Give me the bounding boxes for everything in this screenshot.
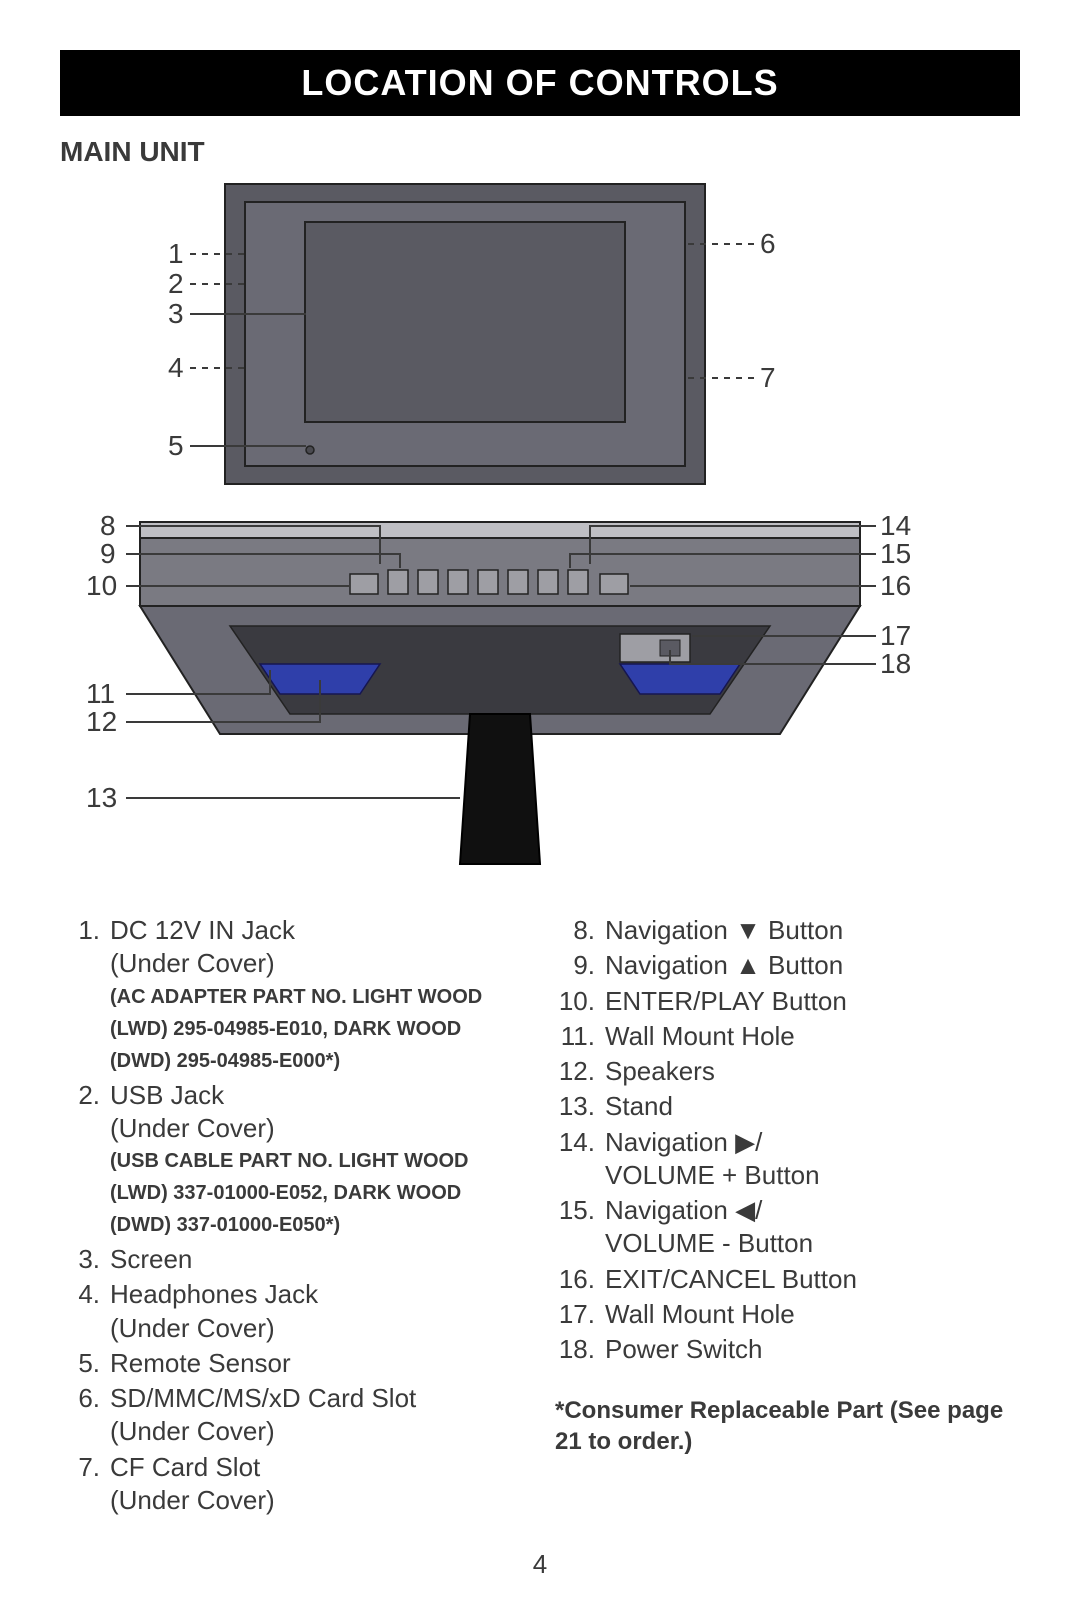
legend-text: ENTER/PLAY Button: [605, 986, 847, 1016]
legend-text: EXIT/CANCEL Button: [605, 1264, 857, 1294]
callout-7: 7: [760, 364, 776, 392]
legend-item-3: 3. Screen: [60, 1243, 525, 1276]
legend-num: 16.: [555, 1263, 605, 1296]
callout-13: 13: [86, 784, 117, 812]
legend-num: 3.: [60, 1243, 110, 1276]
legend-text: Speakers: [605, 1056, 715, 1086]
legend-left-column: 1. DC 12V IN Jack (Under Cover) (AC ADAP…: [60, 914, 525, 1519]
legend-text: SD/MMC/MS/xD Card Slot: [110, 1383, 416, 1413]
legend-item-17: 17. Wall Mount Hole: [555, 1298, 1020, 1331]
legend-note: (USB CABLE PART NO. LIGHT WOOD (LWD) 337…: [110, 1145, 525, 1241]
legend-sub: (Under Cover): [110, 1113, 275, 1143]
legend-num: 9.: [555, 949, 605, 982]
legend-text-post: /: [755, 1127, 762, 1157]
legend-item-14: 14. Navigation ▶/VOLUME + Button: [555, 1126, 1020, 1193]
callout-14: 14: [880, 512, 911, 540]
right-triangle-icon: ▶: [735, 1127, 755, 1157]
page-number: 4: [60, 1549, 1020, 1580]
legend-num: 4.: [60, 1278, 110, 1345]
legend-item-6: 6. SD/MMC/MS/xD Card Slot (Under Cover): [60, 1382, 525, 1449]
callout-16: 16: [880, 572, 911, 600]
legend-text-line2: VOLUME - Button: [605, 1228, 813, 1258]
legend-item-10: 10. ENTER/PLAY Button: [555, 985, 1020, 1018]
legend-num: 11.: [555, 1020, 605, 1053]
legend-num: 17.: [555, 1298, 605, 1331]
legend-num: 1.: [60, 914, 110, 1077]
legend-num: 14.: [555, 1126, 605, 1193]
legend-item-2: 2. USB Jack (Under Cover) (USB CABLE PAR…: [60, 1079, 525, 1242]
legend-text: Stand: [605, 1091, 673, 1121]
legend-num: 8.: [555, 914, 605, 947]
legend-num: 2.: [60, 1079, 110, 1242]
legend-text-pre: Navigation: [605, 950, 735, 980]
legend-sub: (Under Cover): [110, 1485, 275, 1515]
legend-text-post: Button: [761, 950, 843, 980]
legend-num: 6.: [60, 1382, 110, 1449]
legend-right-column: 8. Navigation ▼ Button 9. Navigation ▲ B…: [555, 914, 1020, 1519]
legend-num: 13.: [555, 1090, 605, 1123]
legend-item-9: 9. Navigation ▲ Button: [555, 949, 1020, 982]
legend-text: CF Card Slot: [110, 1452, 260, 1482]
legend-text: DC 12V IN Jack: [110, 915, 295, 945]
legend-num: 7.: [60, 1451, 110, 1518]
legend-text-pre: Navigation: [605, 1127, 735, 1157]
callout-8: 8: [100, 512, 116, 540]
callout-18: 18: [880, 650, 911, 678]
up-triangle-icon: ▲: [735, 950, 761, 980]
footnote: *Consumer Replaceable Part (See page 21 …: [555, 1396, 1020, 1457]
legend-text: Headphones Jack: [110, 1279, 318, 1309]
callout-3: 3: [168, 300, 184, 328]
callout-5: 5: [168, 432, 184, 460]
down-triangle-icon: ▼: [735, 915, 761, 945]
legend-num: 5.: [60, 1347, 110, 1380]
legend-item-18: 18. Power Switch: [555, 1333, 1020, 1366]
legend-text-post: /: [755, 1195, 762, 1225]
legend-text: Power Switch: [605, 1334, 763, 1364]
legend-sub: (Under Cover): [110, 948, 275, 978]
legend-item-8: 8. Navigation ▼ Button: [555, 914, 1020, 947]
legend-note: (AC ADAPTER PART NO. LIGHT WOOD (LWD) 29…: [110, 981, 525, 1077]
left-triangle-icon: ◀: [735, 1195, 755, 1225]
legend-item-13: 13. Stand: [555, 1090, 1020, 1123]
header-title: LOCATION OF CONTROLS: [60, 50, 1020, 116]
callout-12: 12: [86, 708, 117, 736]
legend-text-post: Button: [761, 915, 843, 945]
legend-sub: (Under Cover): [110, 1416, 275, 1446]
legend-text: Wall Mount Hole: [605, 1021, 795, 1051]
legend-text-line2: VOLUME + Button: [605, 1160, 820, 1190]
legend-item-16: 16. EXIT/CANCEL Button: [555, 1263, 1020, 1296]
legend-text: Screen: [110, 1244, 192, 1274]
callout-2: 2: [168, 270, 184, 298]
legend-item-15: 15. Navigation ◀/VOLUME - Button: [555, 1194, 1020, 1261]
legend-text-pre: Navigation: [605, 915, 735, 945]
callout-6: 6: [760, 230, 776, 258]
callout-9: 9: [100, 540, 116, 568]
legend-text: USB Jack: [110, 1080, 224, 1110]
legend-item-5: 5. Remote Sensor: [60, 1347, 525, 1380]
legend-text-pre: Navigation: [605, 1195, 735, 1225]
legend: 1. DC 12V IN Jack (Under Cover) (AC ADAP…: [60, 914, 1020, 1519]
legend-item-12: 12. Speakers: [555, 1055, 1020, 1088]
legend-num: 15.: [555, 1194, 605, 1261]
diagram: 1 2 3 4 5 6 7 8 9 10 11 12 13 14 15 16 1…: [60, 174, 1020, 894]
legend-text: Wall Mount Hole: [605, 1299, 795, 1329]
legend-sub: (Under Cover): [110, 1313, 275, 1343]
subtitle-main-unit: MAIN UNIT: [60, 136, 1020, 168]
legend-item-11: 11. Wall Mount Hole: [555, 1020, 1020, 1053]
legend-item-4: 4. Headphones Jack (Under Cover): [60, 1278, 525, 1345]
callout-10: 10: [86, 572, 117, 600]
callout-1: 1: [168, 240, 184, 268]
legend-num: 12.: [555, 1055, 605, 1088]
legend-item-7: 7. CF Card Slot (Under Cover): [60, 1451, 525, 1518]
legend-num: 18.: [555, 1333, 605, 1366]
callout-4: 4: [168, 354, 184, 382]
legend-text: Remote Sensor: [110, 1348, 291, 1378]
legend-num: 10.: [555, 985, 605, 1018]
callout-17: 17: [880, 622, 911, 650]
callout-11: 11: [86, 680, 115, 708]
callout-15: 15: [880, 540, 911, 568]
legend-item-1: 1. DC 12V IN Jack (Under Cover) (AC ADAP…: [60, 914, 525, 1077]
